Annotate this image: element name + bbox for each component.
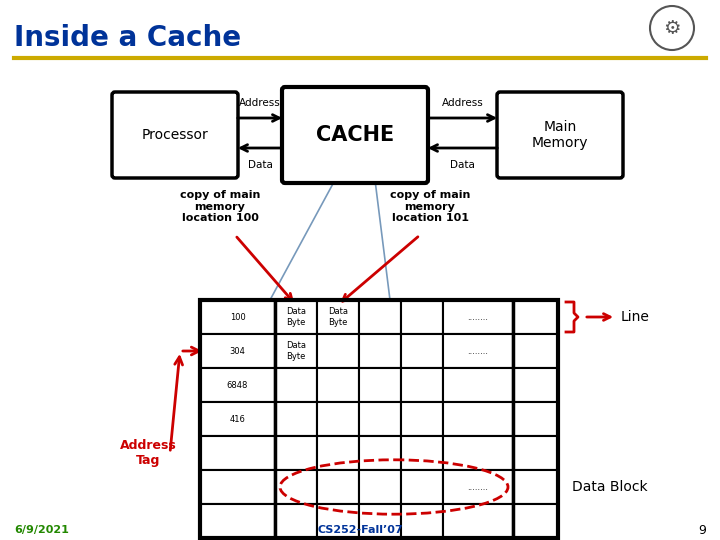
Bar bbox=[200, 470, 275, 504]
Text: 416: 416 bbox=[230, 415, 246, 423]
Text: Data Block: Data Block bbox=[572, 480, 647, 494]
Bar bbox=[443, 402, 513, 436]
Bar bbox=[401, 300, 443, 334]
Bar bbox=[317, 300, 359, 334]
Text: ........: ........ bbox=[467, 313, 488, 321]
Text: ........: ........ bbox=[467, 483, 488, 491]
Bar bbox=[275, 504, 317, 538]
Bar bbox=[443, 334, 513, 368]
Bar bbox=[513, 334, 558, 368]
Bar bbox=[401, 334, 443, 368]
Bar bbox=[401, 504, 443, 538]
Text: 100: 100 bbox=[230, 313, 246, 321]
Bar bbox=[317, 334, 359, 368]
Bar bbox=[275, 334, 317, 368]
FancyBboxPatch shape bbox=[112, 92, 238, 178]
Bar bbox=[275, 300, 317, 334]
Bar bbox=[359, 300, 401, 334]
Bar bbox=[401, 470, 443, 504]
Bar bbox=[200, 300, 275, 334]
Bar bbox=[443, 300, 513, 334]
Bar bbox=[359, 504, 401, 538]
Text: ⚙: ⚙ bbox=[663, 18, 680, 37]
Bar bbox=[200, 402, 275, 436]
Text: Main
Memory: Main Memory bbox=[532, 120, 588, 150]
Bar bbox=[317, 436, 359, 470]
Bar bbox=[401, 402, 443, 436]
Bar bbox=[317, 368, 359, 402]
Text: 304: 304 bbox=[230, 347, 246, 355]
Bar bbox=[317, 504, 359, 538]
Text: 9: 9 bbox=[698, 523, 706, 537]
Text: Data
Byte: Data Byte bbox=[328, 307, 348, 327]
Text: Data
Byte: Data Byte bbox=[286, 341, 306, 361]
Text: Address: Address bbox=[441, 98, 483, 108]
Bar bbox=[275, 470, 317, 504]
Text: Address: Address bbox=[239, 98, 281, 108]
Bar bbox=[513, 368, 558, 402]
Text: CS252-Fall’07: CS252-Fall’07 bbox=[318, 525, 402, 535]
Bar bbox=[401, 368, 443, 402]
Bar bbox=[275, 368, 317, 402]
Bar bbox=[317, 402, 359, 436]
Text: copy of main
memory
location 100: copy of main memory location 100 bbox=[180, 190, 260, 223]
Bar bbox=[401, 436, 443, 470]
Text: ........: ........ bbox=[467, 347, 488, 355]
Text: 6848: 6848 bbox=[227, 381, 248, 389]
Bar bbox=[443, 470, 513, 504]
Text: Address
Tag: Address Tag bbox=[120, 439, 176, 467]
Bar bbox=[513, 504, 558, 538]
Bar bbox=[359, 334, 401, 368]
Bar bbox=[443, 368, 513, 402]
Bar bbox=[200, 436, 275, 470]
Bar bbox=[275, 436, 317, 470]
FancyBboxPatch shape bbox=[497, 92, 623, 178]
Bar bbox=[317, 470, 359, 504]
FancyBboxPatch shape bbox=[282, 87, 428, 183]
Bar bbox=[275, 402, 317, 436]
Bar bbox=[513, 402, 558, 436]
Text: 6/9/2021: 6/9/2021 bbox=[14, 525, 69, 535]
Text: Line: Line bbox=[621, 310, 650, 324]
Text: Data
Byte: Data Byte bbox=[286, 307, 306, 327]
Bar bbox=[359, 470, 401, 504]
Text: Data: Data bbox=[248, 160, 272, 170]
Text: Data: Data bbox=[450, 160, 475, 170]
Bar bbox=[359, 368, 401, 402]
Bar bbox=[513, 470, 558, 504]
Bar bbox=[513, 300, 558, 334]
Bar bbox=[359, 402, 401, 436]
Bar bbox=[443, 504, 513, 538]
Bar bbox=[513, 436, 558, 470]
Bar bbox=[359, 436, 401, 470]
Bar bbox=[200, 504, 275, 538]
Bar bbox=[443, 436, 513, 470]
Bar bbox=[200, 368, 275, 402]
Text: Inside a Cache: Inside a Cache bbox=[14, 24, 241, 52]
Text: copy of main
memory
location 101: copy of main memory location 101 bbox=[390, 190, 470, 223]
Bar bbox=[200, 300, 558, 538]
Bar bbox=[200, 334, 275, 368]
Text: CACHE: CACHE bbox=[316, 125, 394, 145]
Text: Processor: Processor bbox=[142, 128, 208, 142]
